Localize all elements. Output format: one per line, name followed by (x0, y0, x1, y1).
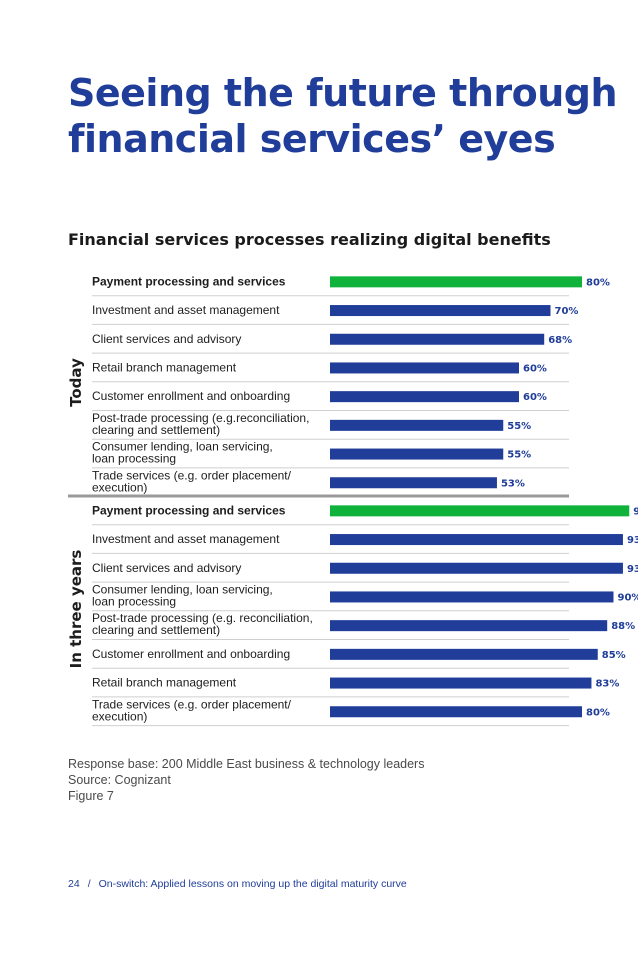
bar (330, 391, 519, 403)
value-label: 60% (523, 392, 547, 403)
page-title: Seeing the future through financial serv… (68, 70, 628, 162)
value-label: 85% (602, 650, 626, 661)
footer-separator: / (87, 878, 91, 890)
bar (330, 419, 504, 431)
bar (330, 591, 614, 603)
bar (330, 648, 598, 660)
page-number: 24 (68, 878, 80, 890)
category-label: Post-trade processing (e.g.reconciliatio… (92, 411, 309, 437)
footer-text: On-switch: Applied lessons on moving up … (98, 878, 407, 890)
bar (330, 534, 623, 546)
page-title-line-1: Seeing the future through (68, 71, 618, 115)
category-label: Consumer lending, loan servicing, loan pr… (92, 582, 273, 608)
bar (330, 448, 504, 460)
category-label: Trade services (e.g. order placement/exe… (92, 697, 292, 723)
bar (330, 362, 519, 374)
category-label: Customer enrollment and onboarding (92, 647, 290, 661)
value-label: 93% (627, 535, 638, 546)
source-note: Source: Cognizant (68, 773, 171, 787)
bar (330, 706, 582, 718)
figure-number: Figure 7 (68, 789, 114, 803)
category-label: Retail branch management (92, 360, 237, 374)
figure-notes: Response base: 200 Middle East business … (68, 756, 424, 804)
category-label: Client services and advisory (92, 561, 241, 575)
page-footer: 24 / On-switch: Applied lessons on moving … (68, 878, 407, 890)
bar (330, 677, 592, 689)
chart-title: Financial services processes realizing d… (68, 230, 551, 249)
group-label-0: Today (67, 358, 85, 407)
category-label: Investment and asset management (92, 532, 280, 546)
category-label: Retail branch management (92, 676, 237, 690)
bar (330, 562, 623, 574)
bar (330, 620, 608, 632)
category-label: Payment processing and services (92, 274, 286, 288)
bar (330, 505, 630, 517)
value-label: 90% (618, 592, 638, 603)
response-base-note: Response base: 200 Middle East business … (68, 757, 425, 771)
category-label: Investment and asset management (92, 303, 280, 317)
value-label: 68% (548, 335, 572, 346)
bar (330, 276, 582, 288)
value-label: 55% (507, 421, 531, 432)
value-label: 80% (586, 277, 610, 288)
page-title-line-2: financial services’ eyes (68, 117, 556, 161)
category-label: Customer enrollment and onboarding (92, 389, 290, 403)
value-label: 88% (611, 621, 635, 632)
value-label: 53% (501, 478, 525, 489)
value-label: 70% (555, 306, 579, 317)
value-label: 80% (586, 707, 610, 718)
value-label: 83% (595, 679, 619, 690)
category-label: Payment processing and services (92, 503, 286, 517)
value-label: 55% (507, 450, 531, 461)
value-label: 93% (627, 564, 638, 575)
category-label: Post-trade processing (e.g. reconciliati… (92, 611, 313, 637)
bar (330, 305, 551, 317)
value-label: 95% (633, 506, 638, 517)
category-label: Trade services (e.g. order placement/exe… (92, 468, 292, 494)
category-label: Client services and advisory (92, 332, 241, 346)
group-label-1: In three years (67, 550, 85, 669)
value-label: 60% (523, 363, 547, 374)
bar-chart: Today Payment processing and services 80% I… (67, 274, 638, 727)
bar (330, 477, 497, 489)
bar (330, 333, 545, 345)
category-label: Consumer lending, loan servicing, loan pr… (92, 440, 273, 466)
